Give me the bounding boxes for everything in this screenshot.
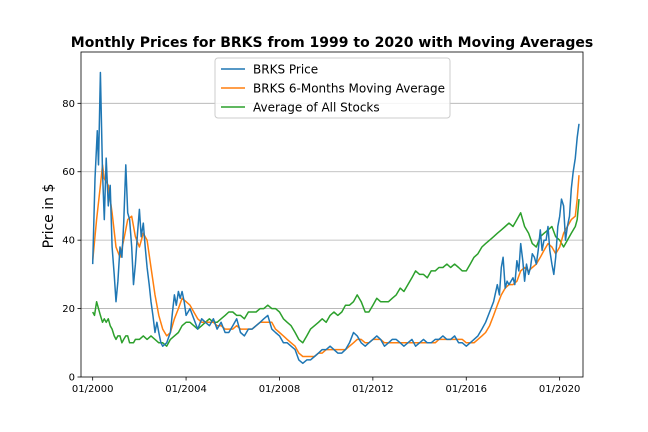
legend-label: BRKS Price — [253, 63, 318, 77]
y-tick-label: 20 — [62, 304, 75, 315]
x-tick-label: 01/2008 — [259, 384, 301, 395]
series-line-0 — [91, 71, 580, 365]
series-line-1 — [91, 164, 580, 358]
x-tick-label: 01/2004 — [165, 384, 207, 395]
y-axis-label: Price in $ — [41, 184, 57, 249]
y-tick-label: 60 — [62, 167, 75, 178]
series-line-2 — [92, 199, 580, 347]
x-tick-label: 01/2000 — [72, 384, 114, 395]
axes-frame — [80, 51, 584, 378]
legend-box — [214, 57, 451, 119]
y-tick-label: 80 — [62, 99, 75, 110]
y-gridlines — [81, 102, 583, 309]
plot-area — [91, 71, 580, 365]
chart-title: Monthly Prices for BRKS from 1999 to 202… — [71, 35, 593, 51]
y-axis-ticks: 0 20 40 60 80 — [62, 99, 81, 384]
x-tick-label: 01/2012 — [352, 384, 394, 395]
x-tick-label: 01/2016 — [445, 384, 487, 395]
y-tick-label: 40 — [62, 236, 75, 247]
legend-label: Average of All Stocks — [253, 101, 380, 115]
y-tick-label: 0 — [69, 373, 75, 384]
x-axis-ticks: 01/2000 01/2004 01/2008 01/2012 01/2016 01/20… — [72, 377, 581, 395]
legend-label: BRKS 6-Months Moving Average — [253, 82, 445, 96]
chart-legend: BRKS Price BRKS 6-Months Moving Average Av… — [214, 57, 451, 119]
x-tick-label: 01/2020 — [539, 384, 581, 395]
